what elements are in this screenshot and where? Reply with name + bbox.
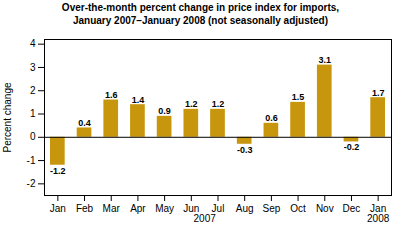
svg-text:Jan: Jan <box>370 202 387 214</box>
svg-text:-1.2: -1.2 <box>50 166 66 176</box>
svg-text:-0.2: -0.2 <box>344 142 360 152</box>
svg-text:Feb: Feb <box>76 203 94 214</box>
svg-text:1: 1 <box>30 108 36 119</box>
svg-text:4: 4 <box>30 38 36 49</box>
svg-text:Jul: Jul <box>211 202 225 214</box>
svg-text:Jun: Jun <box>183 202 200 214</box>
svg-text:Nov: Nov <box>316 203 334 214</box>
svg-text:Percent change: Percent change <box>2 82 13 152</box>
svg-text:2008: 2008 <box>367 213 390 224</box>
svg-text:1.5: 1.5 <box>292 92 305 102</box>
svg-text:Aug: Aug <box>236 203 254 214</box>
svg-text:0.6: 0.6 <box>265 113 278 123</box>
svg-text:1.4: 1.4 <box>132 95 145 105</box>
svg-text:May: May <box>155 203 174 214</box>
html-text:Over-the-month percent change: Over-the-month percent change in price i… <box>61 2 340 26</box>
svg-text:0.9: 0.9 <box>158 106 171 116</box>
svg-text:Apr: Apr <box>130 203 146 214</box>
svg-text:0: 0 <box>30 131 36 142</box>
svg-text:1.6: 1.6 <box>105 90 118 100</box>
svg-text:Mar: Mar <box>103 203 121 214</box>
svg-text:2007: 2007 <box>194 213 217 224</box>
svg-text:1.7: 1.7 <box>372 88 385 98</box>
svg-text:-2: -2 <box>27 178 36 189</box>
svg-text:-0.3: -0.3 <box>237 145 253 155</box>
svg-text:1.2: 1.2 <box>185 99 198 109</box>
svg-text:Oct: Oct <box>290 203 306 214</box>
svg-text:Dec: Dec <box>343 203 361 214</box>
svg-text:3.1: 3.1 <box>319 55 332 65</box>
svg-text:2: 2 <box>30 85 36 96</box>
svg-text:Jan: Jan <box>50 203 66 214</box>
svg-text:0.4: 0.4 <box>78 118 91 128</box>
svg-text:1.2: 1.2 <box>212 99 225 109</box>
svg-text:-1: -1 <box>27 155 36 166</box>
svg-text:3: 3 <box>30 62 36 73</box>
svg-text:Sep: Sep <box>262 203 280 214</box>
